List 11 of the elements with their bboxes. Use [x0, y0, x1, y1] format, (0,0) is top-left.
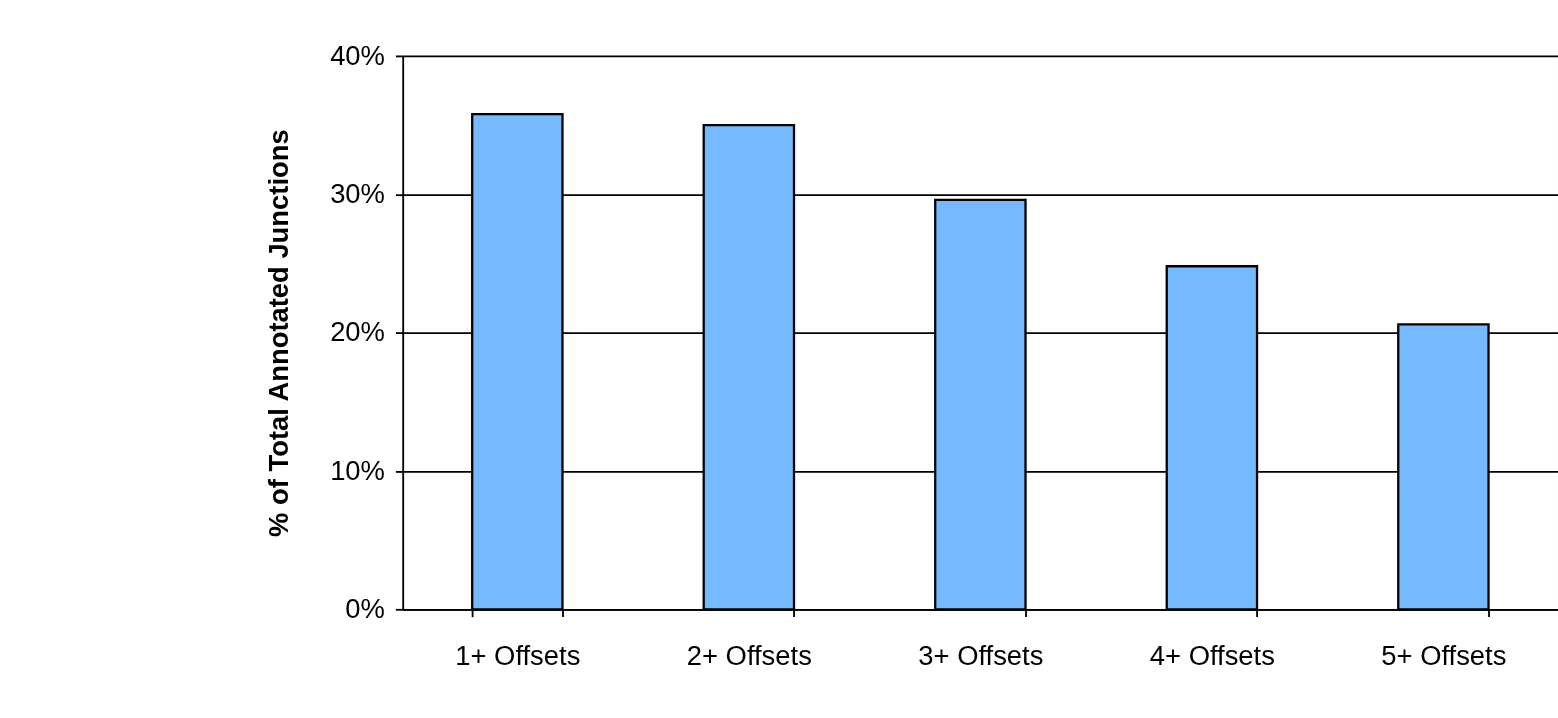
x-tick-label: 5+ Offsets [1381, 639, 1507, 671]
x-tick-label: 2+ Offsets [686, 639, 812, 671]
y-axis-title: % of Total Annotated Junctions [263, 129, 295, 537]
x-tick-label: 3+ Offsets [918, 639, 1044, 671]
y-tick-label: 20% [330, 316, 385, 348]
y-tick-label: 30% [330, 177, 385, 209]
y-tick-label: 40% [330, 39, 385, 71]
x-tick-label: 1+ Offsets [455, 639, 581, 671]
y-tick-label: 0% [345, 593, 385, 625]
y-tick-label: 10% [330, 454, 385, 486]
x-tick-label: 4+ Offsets [1149, 639, 1275, 671]
